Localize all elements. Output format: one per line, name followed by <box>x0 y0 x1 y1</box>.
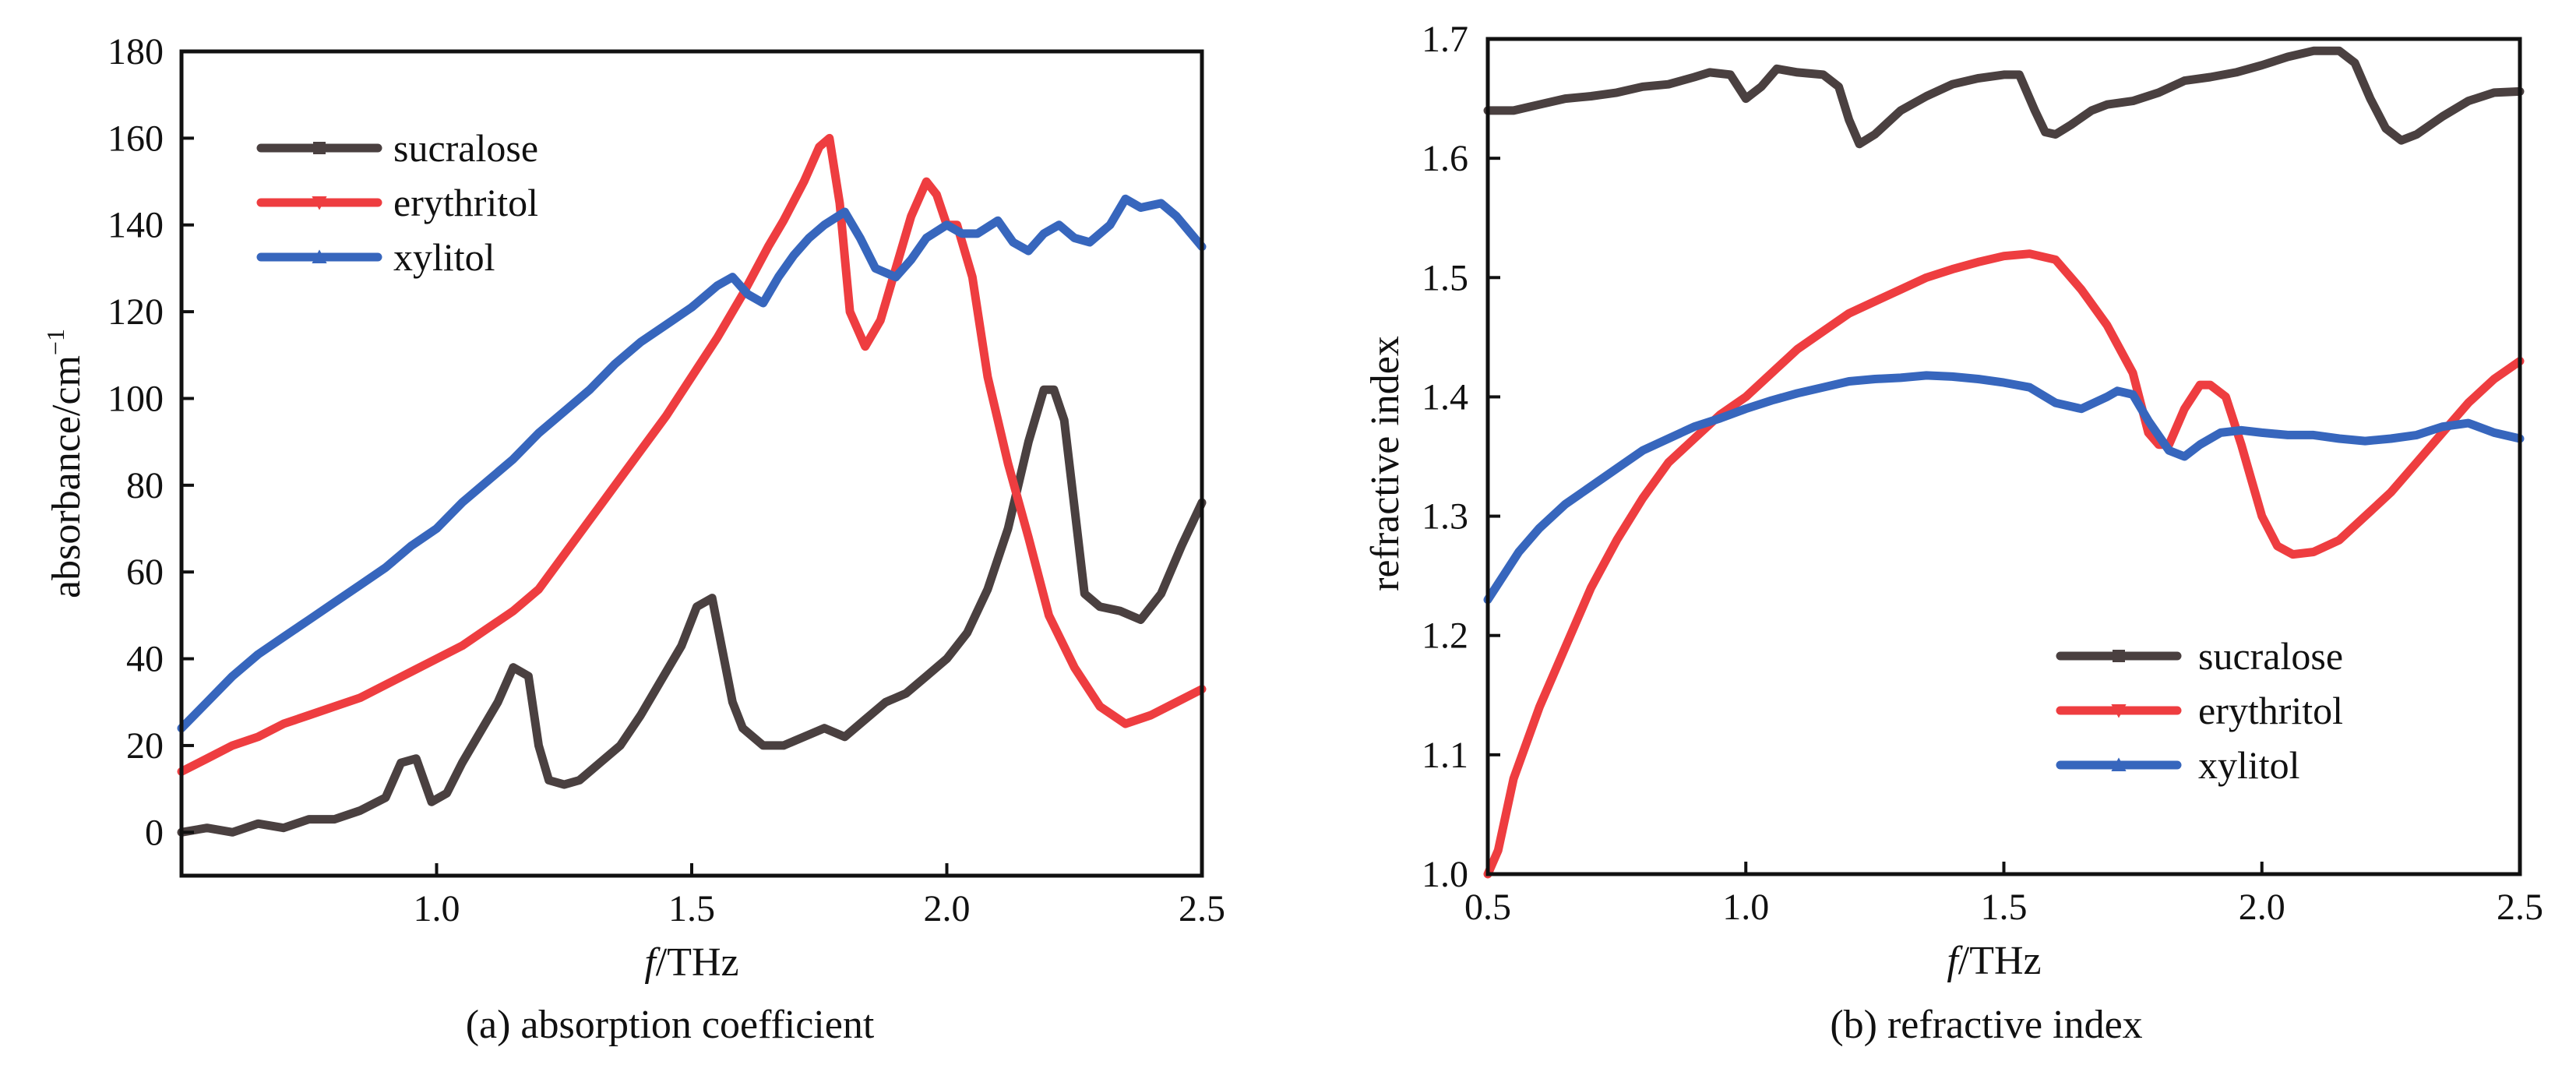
chart-b-series-line-xylitol <box>1483 371 2525 605</box>
chart-b-x-tick-label: 2.5 <box>2497 887 2543 928</box>
chart-b-legend-label: xylitol <box>2198 743 2300 787</box>
chart-b-legend-item-sucralose: sucralose <box>2056 634 2343 678</box>
chart-a-x-axis-label: f/THz <box>644 940 738 985</box>
chart-a-x-tick-label: 2.5 <box>1179 888 1225 929</box>
chart-a-y-tick-label: 160 <box>107 118 164 159</box>
chart-b-refractive: 0.5 1.0 1.5 2.0 2.51.01.11.21.31.41.51.61.7 … <box>1363 19 2543 1047</box>
chart-a-y-tick-label: 120 <box>107 291 164 333</box>
chart-b-series-layer <box>1483 46 2525 879</box>
chart-a-y-tick-label: 0 <box>145 812 164 853</box>
chart-b-series-line-erythritol <box>1483 249 2525 879</box>
chart-a-series-layer <box>177 133 1207 837</box>
chart-b-legend-item-xylitol: xylitol <box>2056 743 2300 787</box>
chart-b-x-tick-label: 0.5 <box>1464 887 1511 928</box>
chart-a-y-tick-label: 20 <box>126 725 164 767</box>
chart-a-y-tick-label: 180 <box>107 31 164 72</box>
chart-b-x-tick-label: 1.5 <box>1981 887 2028 928</box>
chart-b-y-tick-label: 1.7 <box>1422 19 1468 60</box>
chart-a-series-line-erythritol <box>177 133 1207 776</box>
chart-b-y-tick-label: 1.1 <box>1422 735 1468 776</box>
chart-a-legend-label: xylitol <box>393 235 495 279</box>
chart-b-y-tick-label: 1.5 <box>1422 257 1468 298</box>
chart-a-legend-marker <box>312 196 327 210</box>
chart-a-y-tick-label: 80 <box>126 465 164 506</box>
chart-a-ticks: 1.0 1.5 2.0 2.5 0 20 40 60 80 100 120 140 160 180 <box>107 31 1225 929</box>
chart-b-legend: sucralose erythritol xylitol <box>2056 634 2343 787</box>
chart-a-legend-marker <box>312 249 327 263</box>
chart-b-legend-marker <box>2111 704 2127 718</box>
chart-a-x-tick-label: 1.5 <box>668 888 715 929</box>
chart-b-legend-marker <box>2111 757 2127 771</box>
chart-a-legend-item-erythritol: erythritol <box>256 181 538 224</box>
chart-b-x-tick-label: 1.0 <box>1722 887 1769 928</box>
chart-a-series-line-sucralose <box>177 385 1207 837</box>
chart-b-y-tick-label: 1.4 <box>1422 376 1468 418</box>
chart-b-y-axis-label: refractive index <box>1363 336 1408 591</box>
chart-b-y-tick-label: 1.0 <box>1422 854 1468 895</box>
chart-b-x-axis-label: f/THz <box>1947 939 2041 983</box>
chart-a-y-tick-label: 100 <box>107 378 164 419</box>
chart-a-legend-label: sucralose <box>393 126 538 170</box>
chart-a-y-tick-label: 60 <box>126 552 164 593</box>
chart-b-frame <box>1485 37 2522 876</box>
chart-b-y-tick-label: 1.2 <box>1422 615 1468 657</box>
chart-a-y-axis-label: absorbance/cm−1 <box>41 329 89 598</box>
chart-a-x-tick-label: 1.0 <box>414 888 460 929</box>
chart-b-y-tick-label: 1.6 <box>1422 138 1468 179</box>
chart-a-frame <box>179 49 1204 878</box>
chart-b-legend-item-erythritol: erythritol <box>2056 689 2343 732</box>
chart-b-legend-marker <box>2113 650 2125 662</box>
chart-a-legend-marker <box>313 142 326 154</box>
chart-b-ticks: 0.5 1.0 1.5 2.0 2.51.01.11.21.31.41.51.61.7 <box>1422 19 2543 928</box>
chart-a-caption: (a) absorption coefficient <box>466 1003 875 1047</box>
chart-a-series-line-xylitol <box>177 194 1207 733</box>
chart-a-legend-item-sucralose: sucralose <box>256 126 538 170</box>
chart-b-legend-label: erythritol <box>2198 689 2343 732</box>
chart-a-y-tick-label: 40 <box>126 639 164 680</box>
chart-a-legend-item-xylitol: xylitol <box>256 235 495 279</box>
chart-a-legend-label: erythritol <box>393 181 538 224</box>
chart-b-caption: (b) refractive index <box>1830 1003 2142 1047</box>
chart-a-legend: sucralose erythritol xylitol <box>256 126 538 279</box>
chart-b-series-line-sucralose <box>1483 46 2525 149</box>
chart-b-legend-label: sucralose <box>2198 634 2343 678</box>
chart-a-absorption: 1.0 1.5 2.0 2.5 0 20 40 60 80 100 120 140 160 180 suc… <box>41 31 1225 1047</box>
chart-a-x-tick-label: 2.0 <box>924 888 971 929</box>
chart-b-x-tick-label: 2.0 <box>2239 887 2285 928</box>
chart-b-y-tick-label: 1.3 <box>1422 496 1468 538</box>
chart-a-y-tick-label: 140 <box>107 205 164 246</box>
